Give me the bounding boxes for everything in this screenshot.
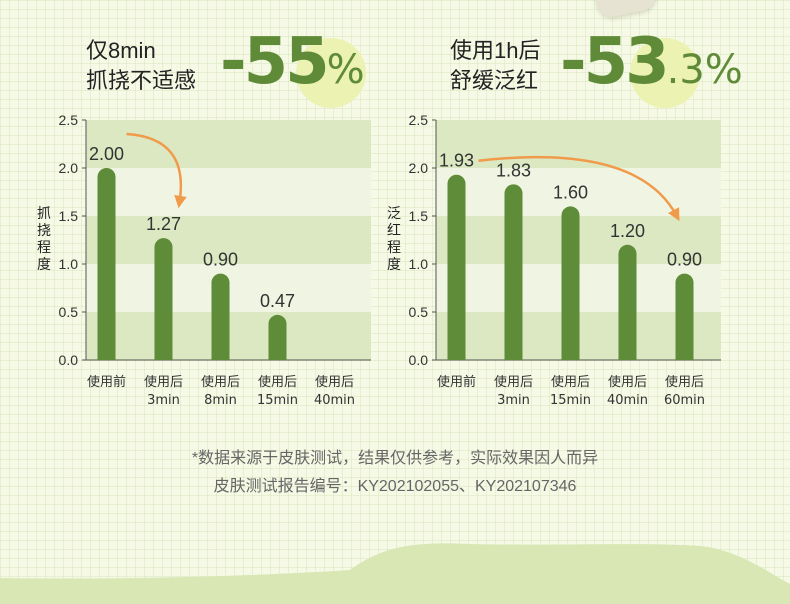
x-tick-label: 使用后 <box>315 374 354 390</box>
grid-band <box>86 120 371 168</box>
percentage-number: -53 <box>560 25 670 99</box>
footnote-disclaimer: *数据来源于皮肤测试，结果仅供参考，实际效果因人而异 <box>191 450 599 467</box>
headline-percentage: -53.3% <box>560 22 743 118</box>
x-tick-label: 15min <box>550 393 591 408</box>
y-axis-label-char: 红 <box>387 223 401 239</box>
headline-line1: 仅8min <box>86 38 156 63</box>
x-tick-label: 3min <box>147 393 180 408</box>
bar <box>268 314 287 360</box>
x-tick-label: 3min <box>497 393 530 408</box>
data-label: 0.47 <box>260 291 295 311</box>
footnote-report-ids: 皮肤测试报告编号：KY202102055、KY202107346 <box>213 478 577 495</box>
y-tick-label: 0.5 <box>59 304 79 320</box>
grid-band <box>86 168 371 216</box>
x-tick-label: 60min <box>664 393 705 408</box>
y-tick-label: 2.0 <box>59 160 79 176</box>
grid-band <box>86 216 371 264</box>
y-axis-label-char: 挠 <box>37 223 51 239</box>
product-corner-decoration <box>593 0 659 20</box>
y-tick-label: 2.5 <box>409 112 429 128</box>
itch-chart: 0.0 0.5 1.0 1.5 2.0 2.5 抓挠程度使用前 2.00 使用后 3min 1.27… <box>28 110 388 410</box>
x-tick-label: 使用前 <box>87 374 126 390</box>
bar <box>97 168 116 360</box>
y-axis-label-char: 度 <box>37 257 51 273</box>
headline-highlight-circle <box>296 38 366 108</box>
data-label: 1.60 <box>553 182 588 202</box>
bottom-hill-decoration <box>0 543 790 604</box>
data-label: 1.93 <box>439 151 474 171</box>
data-label: 2.00 <box>89 144 124 164</box>
y-axis-label-char: 度 <box>387 257 401 273</box>
y-tick-label: 2.0 <box>409 160 429 176</box>
y-tick-label: 0.5 <box>409 304 429 320</box>
headline-highlight-circle <box>630 38 700 108</box>
bar <box>447 174 466 360</box>
trend-arrow <box>126 132 187 209</box>
x-tick-label: 使用后 <box>608 374 647 390</box>
bar <box>618 244 637 360</box>
y-axis-label-char: 泛 <box>387 206 401 222</box>
headline-percentage: -55% <box>220 22 365 118</box>
data-label: 0.90 <box>667 250 702 270</box>
percentage-number: -55 <box>220 25 330 99</box>
x-tick-label: 使用后 <box>258 374 297 390</box>
headline-redness-reduction: 使用1h后 舒缓泛红 -53.3% <box>450 25 770 108</box>
percentage-suffix: .3% <box>666 47 743 93</box>
headline-line1: 使用1h后 <box>450 38 541 63</box>
y-tick-label: 0.0 <box>59 352 79 368</box>
x-tick-label: 使用后 <box>201 374 240 390</box>
y-tick-label: 2.5 <box>59 112 79 128</box>
headline-itch-reduction: 仅8min 抓挠不适感 -55% <box>86 25 386 108</box>
x-tick-label: 15min <box>257 393 298 408</box>
x-tick-label: 40min <box>314 393 355 408</box>
headline-line2: 舒缓泛红 <box>450 68 539 93</box>
data-label: 1.20 <box>610 221 645 241</box>
trend-arrow <box>478 155 680 222</box>
data-label: 1.27 <box>146 214 181 234</box>
y-tick-label: 1.0 <box>409 256 429 272</box>
y-tick-label: 1.0 <box>59 256 79 272</box>
x-tick-label: 使用后 <box>665 374 704 390</box>
y-axis-label-char: 程 <box>387 240 401 256</box>
redness-chart: 0.0 0.5 1.0 1.5 2.0 2.5 泛红程度使用前 1.93 使用后 3min 1.83… <box>378 110 738 410</box>
percentage-suffix: % <box>326 47 365 93</box>
bar <box>504 184 523 360</box>
bar <box>211 273 230 360</box>
headline-line2: 抓挠不适感 <box>86 68 197 93</box>
y-tick-label: 1.5 <box>409 208 429 224</box>
y-tick-label: 0.0 <box>409 352 429 368</box>
x-tick-label: 使用后 <box>144 374 183 390</box>
x-tick-label: 使用后 <box>551 374 590 390</box>
bar <box>154 238 173 360</box>
data-label: 0.90 <box>203 250 238 270</box>
x-tick-label: 使用前 <box>437 374 476 390</box>
data-label: 1.83 <box>496 160 531 180</box>
x-tick-label: 40min <box>607 393 648 408</box>
y-axis-label-char: 程 <box>37 240 51 256</box>
y-axis-label-char: 抓 <box>37 206 51 222</box>
x-tick-label: 8min <box>204 393 237 408</box>
bar <box>675 273 694 360</box>
y-tick-label: 1.5 <box>59 208 79 224</box>
x-tick-label: 使用后 <box>494 374 533 390</box>
headline-caption: 使用1h后 舒缓泛红 <box>450 36 540 96</box>
bar <box>561 206 580 360</box>
headline-caption: 仅8min 抓挠不适感 <box>86 36 196 96</box>
